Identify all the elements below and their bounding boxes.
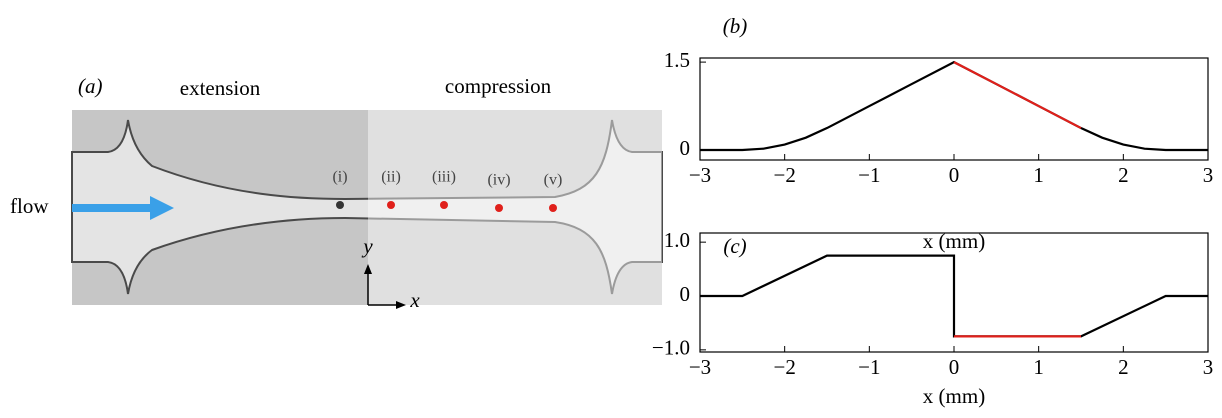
panel-label: (a) (78, 74, 103, 98)
x-tick-label: 0 (949, 163, 960, 187)
x-tick-label: −2 (773, 355, 795, 379)
line-series (700, 254, 1208, 338)
x-tick-label: −3 (689, 163, 711, 187)
plot-frame (699, 57, 1209, 161)
x-tick-label: 3 (1203, 163, 1214, 187)
region-label: compression (445, 74, 552, 98)
photo-right-half (368, 110, 662, 305)
x-tick-label: −1 (858, 163, 880, 187)
sample-point (440, 201, 448, 209)
point-label: (ii) (381, 169, 401, 186)
sample-point (387, 201, 395, 209)
line-series (953, 61, 1082, 130)
line-series (700, 60, 1208, 152)
x-tick-label: 1 (1033, 355, 1044, 379)
channel (71, 119, 663, 295)
x-arrow-head (396, 301, 406, 309)
x-tick-label: −3 (689, 355, 711, 379)
region-label: extension (180, 76, 261, 100)
y-tick-label: 0 (680, 136, 691, 160)
axis-label: y (361, 234, 373, 258)
x-tick-label: 1 (1033, 163, 1044, 187)
point-label: (iv) (487, 172, 510, 189)
y-tick-label: −1.0 (652, 336, 690, 360)
point-label: (v) (544, 172, 563, 189)
x-tick-label: 0 (949, 355, 960, 379)
y-tick-label: 1.0 (664, 228, 690, 252)
flow-label: flow (10, 194, 49, 218)
y-arrow-head (364, 264, 372, 274)
x-axis-label: x (mm) (923, 384, 985, 408)
panel-a: (a) extension compression flow y x (10, 74, 663, 312)
axis-label: x (409, 288, 420, 312)
y-tick-label: 0 (680, 282, 691, 306)
sample-point (549, 204, 557, 212)
x-tick-label: −2 (773, 163, 795, 187)
x-tick-label: 2 (1118, 163, 1129, 187)
sample-point (495, 204, 503, 212)
panel-label: (c) (723, 234, 746, 258)
flow-arrow-head (150, 196, 174, 220)
sample-point (336, 201, 344, 209)
panel-label: (b) (723, 14, 748, 38)
x-tick-label: −1 (858, 355, 880, 379)
x-tick-label: 3 (1203, 355, 1214, 379)
y-tick-label: 1.5 (664, 48, 690, 72)
x-tick-label: 2 (1118, 355, 1129, 379)
point-label: (i) (332, 169, 347, 186)
point-label: (iii) (432, 169, 456, 186)
